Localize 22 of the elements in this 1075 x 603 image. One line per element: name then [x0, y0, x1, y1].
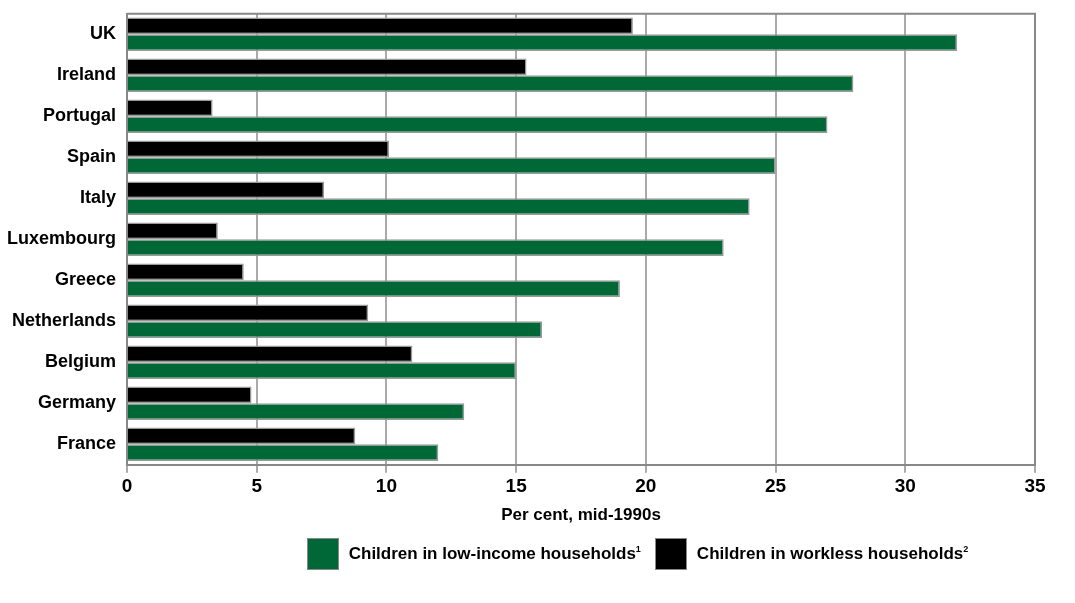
x-tick-label: 35	[1024, 475, 1046, 497]
x-tick-label: 5	[251, 475, 263, 497]
y-tick-label: Ireland	[56, 64, 116, 85]
y-tick-label: Portugal	[42, 105, 116, 126]
y-tick-label: Spain	[66, 146, 116, 167]
y-tick-label: Netherlands	[11, 310, 116, 331]
legend-label: Children in workless households$^{2}$	[696, 544, 969, 564]
x-tick-label: 0	[121, 475, 133, 497]
y-tick-label: Greece	[54, 269, 116, 290]
y-tick-label: Germany	[37, 392, 116, 413]
y-tick-label: Luxembourg	[6, 228, 116, 249]
legend-label: Children in low-income households$^{1}$	[348, 544, 641, 564]
x-tick-label: 10	[375, 475, 397, 497]
x-tick-label: 25	[765, 475, 787, 497]
y-tick-label: UK	[90, 23, 116, 44]
y-tick-label: Belgium	[44, 351, 116, 372]
y-tick-label: France	[56, 433, 116, 454]
x-tick-label: 30	[894, 475, 916, 497]
y-tick-label: Italy	[79, 187, 116, 208]
x-axis-title: Per cent, mid-1990s	[501, 505, 661, 525]
x-tick-label: 20	[635, 475, 657, 497]
x-tick-label: 15	[505, 475, 528, 497]
